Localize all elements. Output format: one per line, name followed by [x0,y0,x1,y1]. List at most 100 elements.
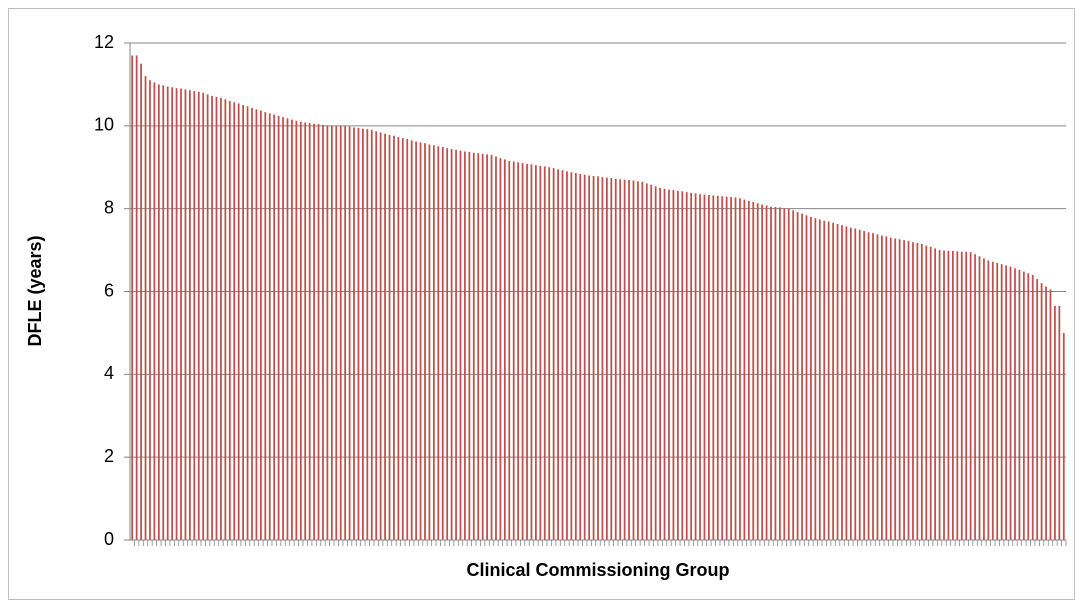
bar [739,198,741,540]
bar [951,250,954,540]
bar [659,187,661,541]
bar [1027,273,1030,540]
bar [747,200,750,541]
bar [814,218,817,540]
bar [894,238,897,540]
bar [188,90,191,540]
bar [282,117,284,540]
bar [965,251,968,541]
bar [903,240,905,541]
bar [1058,305,1061,540]
bar [756,203,759,540]
bar [699,194,701,540]
bar [743,199,746,540]
bar [836,223,839,540]
bar [752,202,755,541]
bar [983,258,985,540]
bar [393,135,395,541]
bar [304,122,307,541]
bar [322,125,324,540]
bar [224,99,227,541]
bar [490,154,493,540]
bar [135,55,138,541]
bar [632,180,635,540]
bar [1000,264,1003,540]
bar [277,115,280,540]
bar [889,237,892,541]
bar [601,177,604,540]
bar [938,250,941,541]
bar [291,119,293,540]
bar [787,208,790,540]
bar [588,175,591,541]
bar [455,149,457,541]
bar [912,242,914,540]
bar [521,163,524,540]
bar [259,110,262,541]
bar [583,174,586,540]
bar [650,184,653,540]
bar [694,193,697,540]
bar [974,254,976,540]
bar [166,86,169,541]
bar [406,139,409,540]
bar [925,245,928,540]
bar [348,126,351,540]
bar [867,232,870,540]
bar [654,186,657,540]
bar [574,173,577,540]
bar [379,132,382,540]
bar [228,100,231,540]
bar [960,251,963,541]
bar [233,102,236,540]
bar [1014,268,1016,540]
bar [597,176,599,540]
bar [530,164,533,540]
bar [1049,289,1052,540]
bar [206,94,209,541]
bar [370,129,373,540]
bar [415,141,418,541]
bar [144,76,147,540]
bar [774,207,777,540]
bar [215,96,218,540]
bar [668,189,670,541]
bar [468,151,471,540]
bar [805,215,808,540]
bar [264,112,267,540]
bar [366,129,369,540]
bar [326,125,329,541]
bar [832,222,834,540]
bar [956,251,959,540]
bar [330,125,333,540]
bar [397,137,400,540]
bar [863,231,866,540]
bar [943,250,945,540]
bar [237,103,240,541]
bar [450,149,453,540]
bar [761,204,764,540]
bar [299,121,302,541]
bar [242,105,245,540]
bar [796,211,799,541]
bar [645,183,648,540]
bar [663,188,666,540]
bar [978,256,981,540]
bar [849,227,852,541]
bar [841,225,843,540]
bar [517,162,520,540]
bar [872,233,874,541]
bar [1054,305,1056,540]
bar [1045,286,1047,540]
x-axis-title: Clinical Commissioning Group [466,560,729,580]
bar [286,118,289,541]
bar [149,80,151,541]
bar [681,191,684,540]
bar [628,180,630,540]
bar [503,159,506,540]
bar [557,169,559,540]
bar [725,196,728,541]
bar [268,113,271,541]
bar [672,190,675,540]
